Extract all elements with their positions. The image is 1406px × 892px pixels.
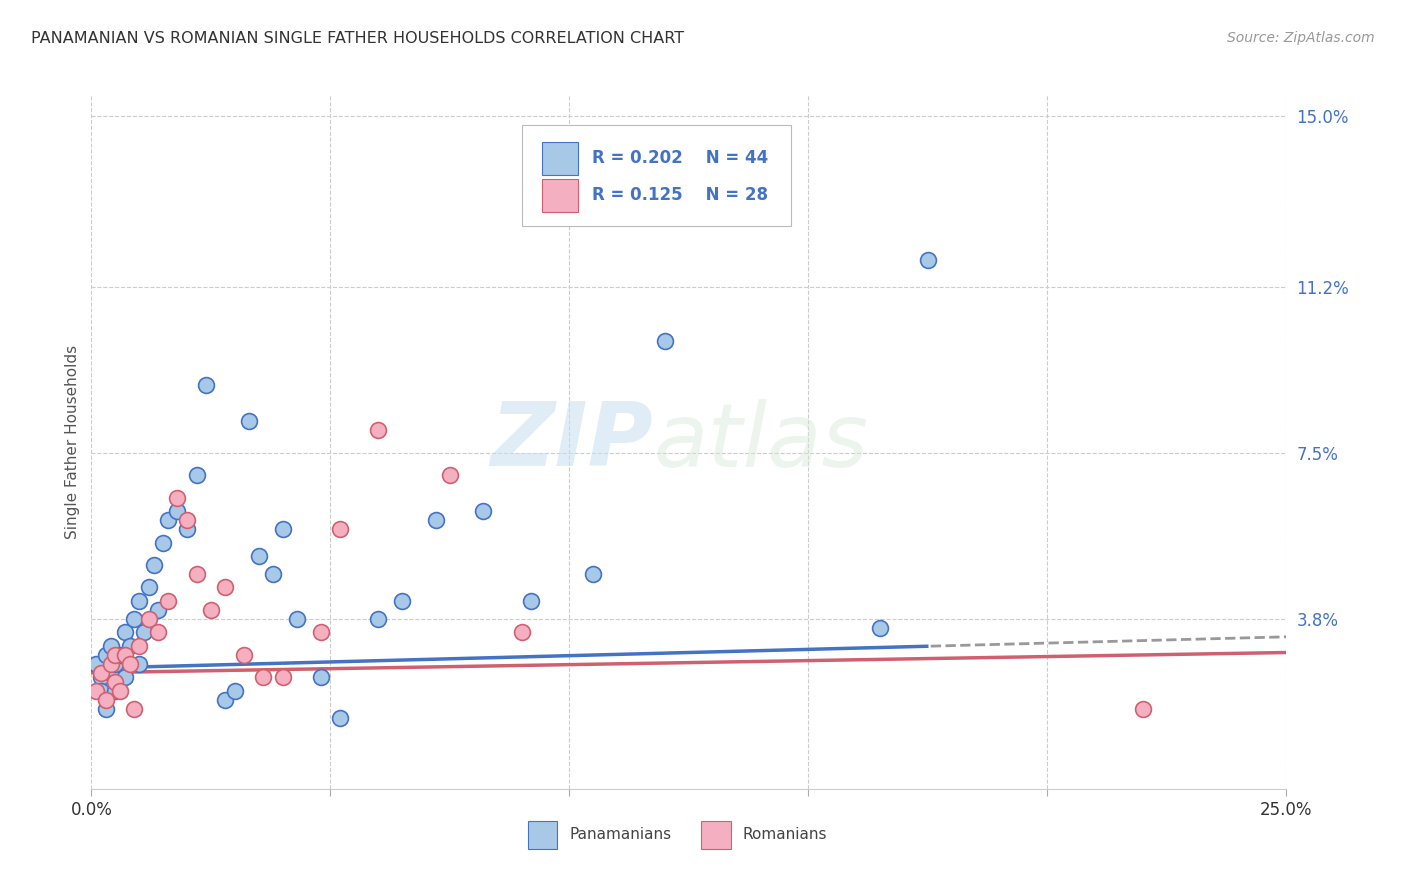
Text: ZIP: ZIP [491, 398, 652, 485]
Point [425, 513, 447, 527]
FancyBboxPatch shape [527, 821, 558, 848]
Point [472, 504, 495, 518]
Point [124, 701, 146, 715]
Point [94, 692, 117, 706]
Point [214, 581, 236, 595]
Point [869, 621, 891, 635]
Point [100, 657, 122, 671]
Point [186, 566, 208, 581]
Point [90, 670, 112, 684]
Point [84, 683, 107, 698]
Point [90, 665, 112, 680]
Text: R = 0.202    N = 44: R = 0.202 N = 44 [592, 149, 769, 168]
Point [138, 581, 160, 595]
Point [262, 566, 284, 581]
Point [148, 603, 170, 617]
Point [654, 334, 676, 348]
Text: Panamanians: Panamanians [569, 827, 672, 842]
Point [114, 648, 136, 662]
Point [271, 670, 294, 684]
Point [329, 522, 352, 536]
Point [156, 594, 179, 608]
Point [329, 710, 352, 724]
Text: Source: ZipAtlas.com: Source: ZipAtlas.com [1227, 31, 1375, 45]
Point [247, 549, 270, 563]
Y-axis label: Single Father Households: Single Father Households [65, 344, 80, 539]
Point [200, 603, 222, 617]
Point [128, 657, 150, 671]
Point [917, 252, 939, 267]
Point [114, 625, 136, 640]
Point [152, 535, 174, 549]
Point [104, 657, 127, 671]
Point [104, 683, 127, 698]
Point [90, 683, 112, 698]
Point [128, 639, 150, 653]
Point [176, 522, 198, 536]
Point [439, 468, 461, 483]
Text: Romanians: Romanians [742, 827, 827, 842]
Point [108, 683, 131, 698]
Point [186, 468, 208, 483]
Point [148, 625, 170, 640]
Point [252, 670, 274, 684]
Point [100, 639, 122, 653]
Point [224, 683, 246, 698]
Point [94, 701, 117, 715]
Point [391, 594, 413, 608]
Text: R = 0.125    N = 28: R = 0.125 N = 28 [592, 186, 768, 204]
Point [132, 625, 155, 640]
Point [214, 692, 236, 706]
Point [166, 491, 188, 505]
Point [84, 657, 107, 671]
Point [104, 648, 127, 662]
Point [104, 674, 127, 689]
Point [142, 558, 165, 572]
Point [285, 612, 308, 626]
Point [271, 522, 294, 536]
FancyBboxPatch shape [700, 821, 731, 848]
FancyBboxPatch shape [541, 178, 578, 212]
Point [238, 414, 260, 428]
Point [166, 504, 188, 518]
Point [233, 648, 256, 662]
Point [118, 657, 141, 671]
Point [138, 612, 160, 626]
Point [510, 625, 533, 640]
Point [118, 639, 141, 653]
Point [195, 378, 218, 392]
Point [520, 594, 543, 608]
FancyBboxPatch shape [541, 142, 578, 175]
FancyBboxPatch shape [522, 125, 790, 226]
Point [1132, 701, 1154, 715]
Point [309, 670, 332, 684]
Point [94, 648, 117, 662]
Point [114, 670, 136, 684]
Point [367, 612, 389, 626]
Text: PANAMANIAN VS ROMANIAN SINGLE FATHER HOUSEHOLDS CORRELATION CHART: PANAMANIAN VS ROMANIAN SINGLE FATHER HOU… [31, 31, 685, 46]
Point [367, 423, 389, 437]
Point [100, 665, 122, 680]
Point [108, 648, 131, 662]
Point [309, 625, 332, 640]
Point [176, 513, 198, 527]
Point [156, 513, 179, 527]
Point [128, 594, 150, 608]
Point [124, 612, 146, 626]
Point [582, 566, 605, 581]
Text: atlas: atlas [652, 399, 868, 484]
